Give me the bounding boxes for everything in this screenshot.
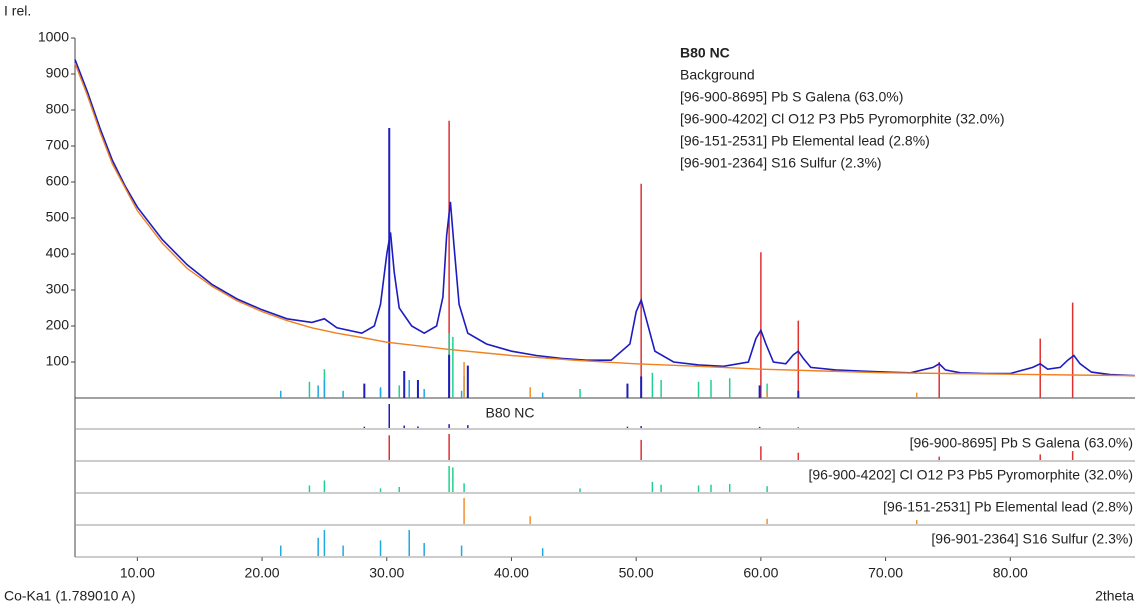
y-axis-label: I rel. [4,3,31,19]
y-tick-label: 400 [46,245,70,261]
y-tick-label: 600 [46,173,70,189]
panel-label: B80 NC [485,405,534,421]
panel-label: [96-900-4202] Cl O12 P3 Pb5 Pyromorphite… [808,467,1133,483]
panel-label: [96-901-2364] S16 Sulfur (2.3%) [931,531,1133,547]
x-tick-label: 20.00 [245,565,280,581]
y-tick-label: 1000 [38,29,69,45]
legend-entry: [96-900-8695] Pb S Galena (63.0%) [680,89,903,105]
y-tick-label: 700 [46,137,70,153]
legend-entry: [96-900-4202] Cl O12 P3 Pb5 Pyromorphite… [680,111,1005,127]
pattern-line [74,59,1136,377]
legend-entry: [96-901-2364] S16 Sulfur (2.3%) [680,155,882,171]
x-tick-label: 30.00 [369,565,404,581]
x-tick-label: 50.00 [619,565,654,581]
pattern-line [74,62,1136,377]
panel-label: [96-151-2531] Pb Elemental lead (2.8%) [883,499,1133,515]
y-tick-label: 900 [46,65,70,81]
x-tick-label: 10.00 [120,565,155,581]
legend-entry: B80 NC [680,45,730,61]
x-tick-label: 80.00 [993,565,1028,581]
y-tick-label: 500 [46,209,70,225]
y-tick-label: 200 [46,317,70,333]
y-tick-label: 300 [46,281,70,297]
x-axis-label: 2theta [1095,588,1134,604]
y-tick-label: 100 [46,353,70,369]
x-tick-label: 70.00 [868,565,903,581]
panel-label: [96-900-8695] Pb S Galena (63.0%) [910,435,1133,451]
x-tick-label: 60.00 [743,565,778,581]
legend-entry: [96-151-2531] Pb Elemental lead (2.8%) [680,133,930,149]
wavelength-label: Co-Ka1 (1.789010 A) [4,588,136,604]
y-tick-label: 800 [46,101,70,117]
x-tick-label: 40.00 [494,565,529,581]
legend-entry: Background [680,67,755,83]
